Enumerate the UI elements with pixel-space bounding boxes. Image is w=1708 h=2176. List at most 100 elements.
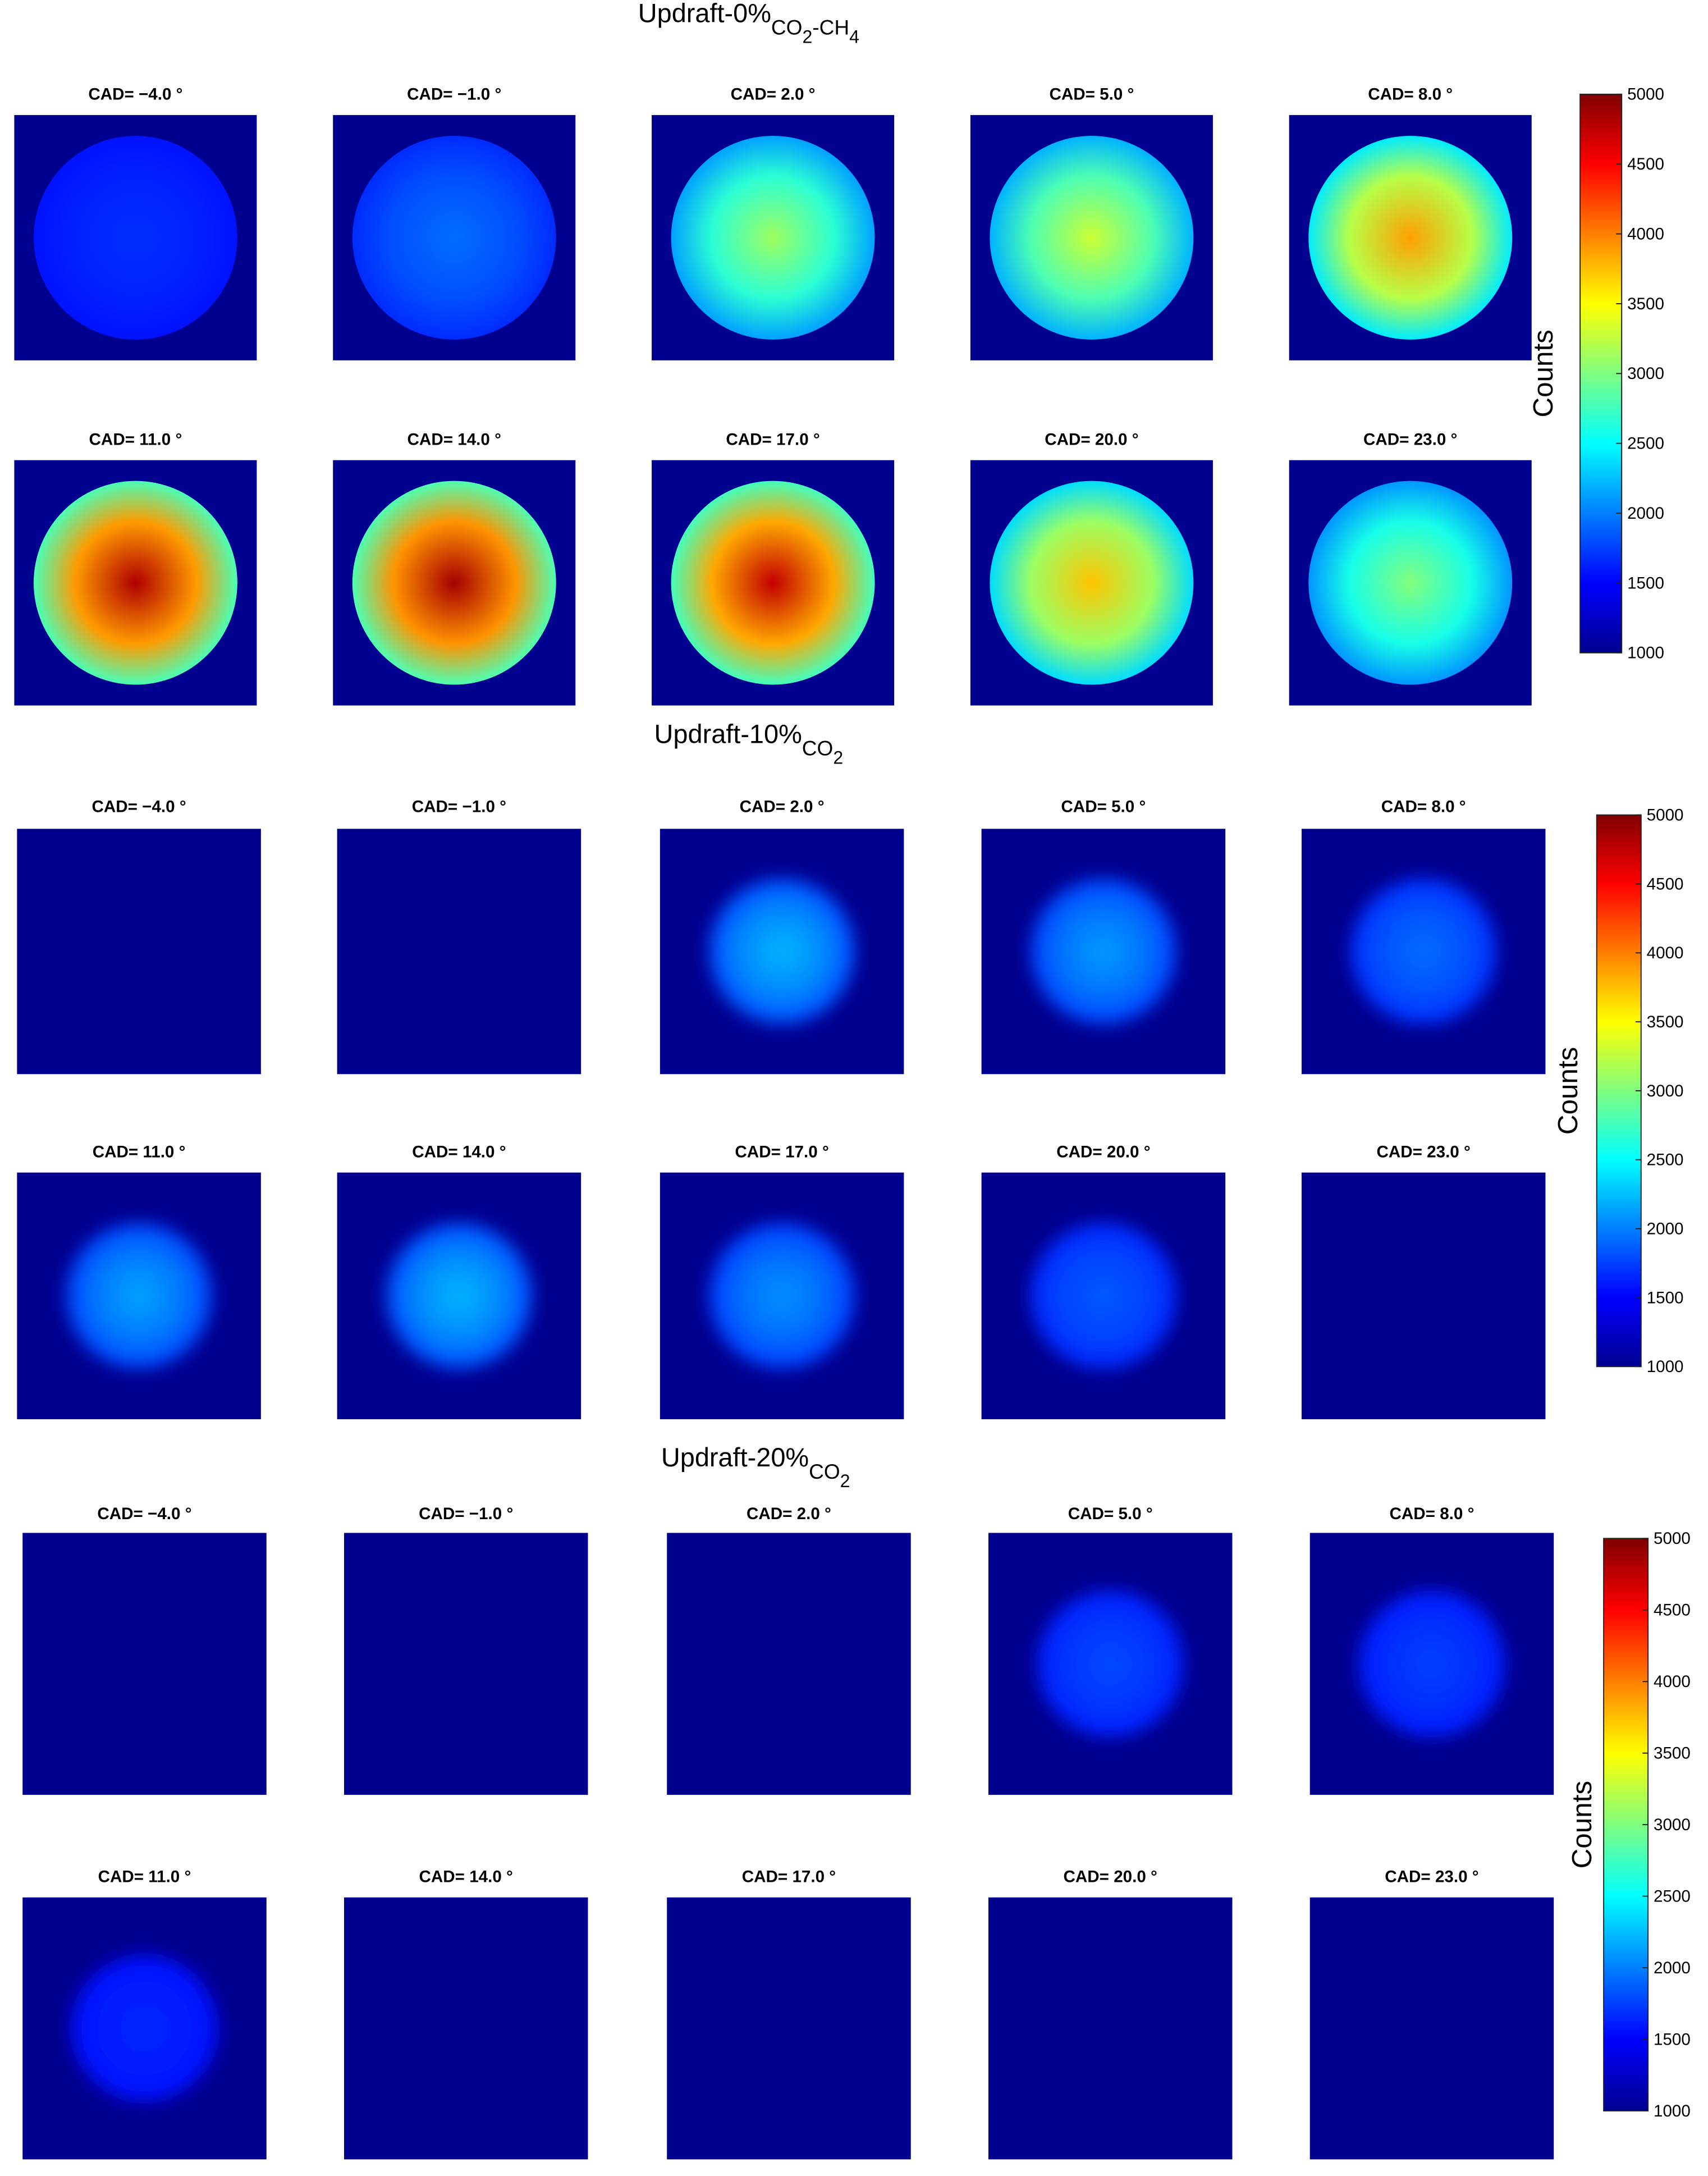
colorbar-label: Counts [1553,1047,1583,1135]
panel-label: CAD= 8.0 ° [1390,1505,1475,1523]
panel-signal [1308,481,1513,685]
panel-image [344,1897,588,2160]
colorbar-tick-label: 5000 [1627,85,1664,104]
title-part: CO [771,16,803,39]
colorbar-tick-label: 1500 [1647,1288,1684,1307]
panel-label: CAD= −4.0 ° [88,85,182,104]
colorbar-tick-label: 2000 [1654,1959,1691,1977]
colorbar-tick-label: 2500 [1627,435,1664,453]
group-title: Updraft-0%CO2-CH4 [638,0,859,47]
title-part: Updraft-20% [661,1443,809,1472]
panel-label: CAD= 17.0 ° [742,1868,836,1886]
panel-label: CAD= 23.0 ° [1385,1868,1478,1886]
panel-label: CAD= 5.0 ° [1049,85,1134,104]
panel-label: CAD= 2.0 ° [747,1505,831,1523]
panel-label: CAD= 17.0 ° [735,1142,828,1161]
colorbar-tick-label: 4000 [1647,944,1684,962]
panel-label: CAD= 14.0 ° [407,430,501,449]
figure-group: Updraft-20%CO2 CAD= −4.0 ° CAD= −1.0 ° CAD=… [22,1443,1691,2160]
panel-signal [1358,1590,1505,1738]
colorbar-tick-label: 1000 [1627,644,1664,662]
panel-image [17,829,261,1075]
colorbar-tick-label: 3500 [1654,1744,1691,1763]
panel-label: CAD= 8.0 ° [1381,798,1466,816]
colorbar-tick-label: 3000 [1654,1816,1691,1834]
panel-label: CAD= 8.0 ° [1368,85,1453,104]
group-title: Updraft-20%CO2 [661,1443,850,1491]
panel-signal [671,135,875,340]
colorbar-tick-label: 4500 [1627,155,1664,173]
panel-image [344,1533,588,1795]
colorbar-tick-label: 2500 [1654,1887,1691,1905]
colorbar [1603,1538,1649,2111]
panel-image [667,1533,911,1795]
panel-signal [352,135,556,340]
panel-label: CAD= 11.0 ° [98,1868,191,1886]
colorbar-tick-label: 4000 [1654,1672,1691,1691]
title-part: Updraft-10% [654,719,802,748]
panel-label: CAD= 17.0 ° [726,430,819,449]
panel-signal [66,1222,212,1369]
panel-signal [671,481,875,685]
panel-label: CAD= −4.0 ° [97,1505,191,1523]
panel-label: CAD= 20.0 ° [1056,1142,1150,1161]
title-part: 2 [840,1471,850,1491]
colorbar-tick-label: 3000 [1627,364,1664,383]
colorbar-tick-label: 2000 [1627,504,1664,523]
colorbar-tick-label: 2000 [1647,1219,1684,1238]
panel-image [1309,1897,1554,2160]
panel-signal [1308,135,1513,340]
panel-signal [708,1222,855,1369]
title-part: 4 [849,27,859,47]
panel-label: CAD= 14.0 ° [419,1868,513,1886]
panel-signal [386,1222,533,1369]
panel-signal [1350,878,1497,1025]
panel-signal [33,135,237,340]
panel-signal [990,481,1194,685]
colorbar-tick-label: 1000 [1654,2102,1691,2120]
panel-label: CAD= 20.0 ° [1064,1868,1157,1886]
group-title: Updraft-10%CO2 [654,719,844,767]
panel-signal [1030,1222,1177,1369]
colorbar-tick-label: 5000 [1654,1529,1691,1548]
panel-image [1301,1172,1546,1420]
panel-signal [33,481,237,685]
colorbar-tick-label: 1500 [1654,2030,1691,2049]
figure-group: Updraft-0%CO2-CH4 CAD= −4.0 ° CAD= −1.0 ° C… [14,0,1664,706]
panel-image [337,829,581,1075]
colorbar [1596,814,1642,1368]
panel-signal [1030,878,1177,1025]
panel-label: CAD= 5.0 ° [1061,798,1146,816]
colorbar-tick-label: 1000 [1647,1357,1684,1376]
panel-label: CAD= 2.0 ° [740,798,825,816]
title-part: 2 [802,27,812,47]
colorbar-tick-label: 3500 [1627,295,1664,313]
panel-label: CAD= −1.0 ° [407,85,501,104]
panel-image [22,1533,267,1795]
panel-signal [71,1955,218,2102]
title-part: CO [802,736,834,760]
colorbar-tick-label: 4000 [1627,225,1664,243]
panel-signal [1037,1590,1184,1738]
title-part: CO [809,1460,840,1483]
panel-label: CAD= 23.0 ° [1376,1142,1470,1161]
panel-image [667,1897,911,2160]
colorbar-label: Counts [1567,1781,1597,1868]
panel-label: CAD= 2.0 ° [731,85,816,104]
panel-label: CAD= −1.0 ° [419,1505,513,1523]
colorbar-tick-label: 1500 [1627,574,1664,592]
panel-label: CAD= −4.0 ° [92,798,186,816]
panel-label: CAD= 11.0 ° [89,430,182,449]
panel-label: CAD= 11.0 ° [93,1142,186,1161]
colorbar-tick-label: 4500 [1654,1601,1691,1620]
colorbar-tick-label: 3000 [1647,1082,1684,1100]
title-part: Updraft-0% [638,0,771,28]
panel-signal [352,481,556,685]
colorbar [1579,93,1623,653]
figure-group: Updraft-10%CO2 CAD= −4.0 ° CAD= −1.0 ° CAD=… [17,719,1684,1420]
colorbar-tick-label: 4500 [1647,875,1684,893]
title-part: -CH [812,16,849,39]
panel-label: CAD= 20.0 ° [1045,430,1138,449]
panel-label: CAD= 5.0 ° [1068,1505,1153,1523]
